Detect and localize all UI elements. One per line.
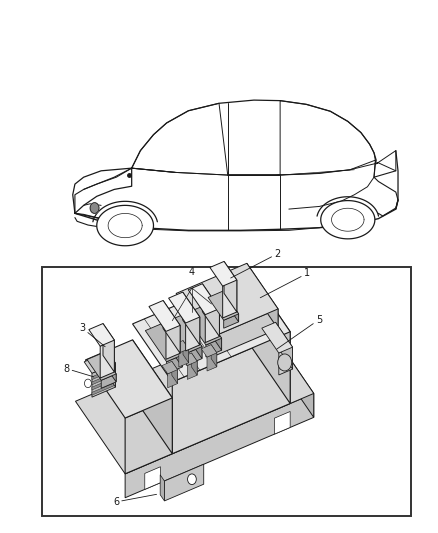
Polygon shape <box>133 273 290 382</box>
Bar <box>42 266 411 516</box>
Polygon shape <box>207 353 217 371</box>
Polygon shape <box>188 284 219 314</box>
Polygon shape <box>85 340 172 418</box>
Circle shape <box>90 203 99 213</box>
Text: 5: 5 <box>277 314 322 349</box>
Polygon shape <box>187 361 197 379</box>
Polygon shape <box>173 341 189 353</box>
Polygon shape <box>92 378 113 390</box>
Polygon shape <box>160 475 164 501</box>
Polygon shape <box>145 467 160 489</box>
Text: 3: 3 <box>79 323 105 347</box>
Polygon shape <box>163 301 180 353</box>
Polygon shape <box>164 464 204 501</box>
Polygon shape <box>183 341 189 363</box>
Polygon shape <box>181 316 202 359</box>
Polygon shape <box>169 292 200 323</box>
Polygon shape <box>207 309 278 359</box>
Polygon shape <box>176 263 278 339</box>
Polygon shape <box>224 261 237 312</box>
Polygon shape <box>206 338 222 357</box>
Polygon shape <box>89 324 114 346</box>
Polygon shape <box>200 307 222 350</box>
Polygon shape <box>101 374 116 388</box>
Polygon shape <box>183 292 200 345</box>
Text: 6: 6 <box>113 494 156 507</box>
Polygon shape <box>262 322 293 353</box>
Polygon shape <box>92 383 113 395</box>
Polygon shape <box>172 361 177 384</box>
Polygon shape <box>275 411 290 434</box>
Text: 4: 4 <box>189 268 195 277</box>
Text: 2: 2 <box>231 249 281 278</box>
Polygon shape <box>162 361 177 374</box>
Polygon shape <box>133 340 172 454</box>
Polygon shape <box>145 324 182 362</box>
Polygon shape <box>92 363 116 397</box>
Polygon shape <box>208 291 239 320</box>
Polygon shape <box>168 370 177 388</box>
Polygon shape <box>149 301 180 332</box>
Circle shape <box>278 354 292 371</box>
Polygon shape <box>103 324 114 372</box>
Polygon shape <box>87 353 116 380</box>
Polygon shape <box>224 314 239 328</box>
Polygon shape <box>201 345 217 357</box>
Polygon shape <box>182 353 197 366</box>
Polygon shape <box>247 263 278 329</box>
Polygon shape <box>205 309 219 343</box>
Polygon shape <box>211 345 217 367</box>
Polygon shape <box>102 353 116 382</box>
Circle shape <box>187 474 196 484</box>
Polygon shape <box>166 355 182 374</box>
Polygon shape <box>251 273 290 403</box>
Polygon shape <box>161 324 182 367</box>
Text: 1: 1 <box>260 269 310 298</box>
Polygon shape <box>223 291 239 322</box>
Polygon shape <box>165 316 202 353</box>
Polygon shape <box>186 346 202 365</box>
Polygon shape <box>264 321 314 417</box>
Polygon shape <box>172 332 290 454</box>
Circle shape <box>85 379 92 387</box>
Polygon shape <box>108 352 116 387</box>
Polygon shape <box>191 353 197 375</box>
Polygon shape <box>125 393 314 498</box>
Polygon shape <box>179 349 189 367</box>
Polygon shape <box>84 352 116 373</box>
Polygon shape <box>202 284 219 336</box>
Polygon shape <box>223 280 237 318</box>
Polygon shape <box>125 398 172 474</box>
Polygon shape <box>166 325 180 359</box>
Polygon shape <box>75 321 314 474</box>
Text: 8: 8 <box>64 364 94 377</box>
Polygon shape <box>279 347 293 375</box>
Polygon shape <box>92 368 113 379</box>
Polygon shape <box>276 322 293 369</box>
Polygon shape <box>92 373 113 385</box>
Polygon shape <box>210 261 237 286</box>
Polygon shape <box>97 205 153 246</box>
Polygon shape <box>184 307 222 345</box>
Polygon shape <box>100 340 114 378</box>
Polygon shape <box>321 200 375 239</box>
Polygon shape <box>186 317 200 351</box>
